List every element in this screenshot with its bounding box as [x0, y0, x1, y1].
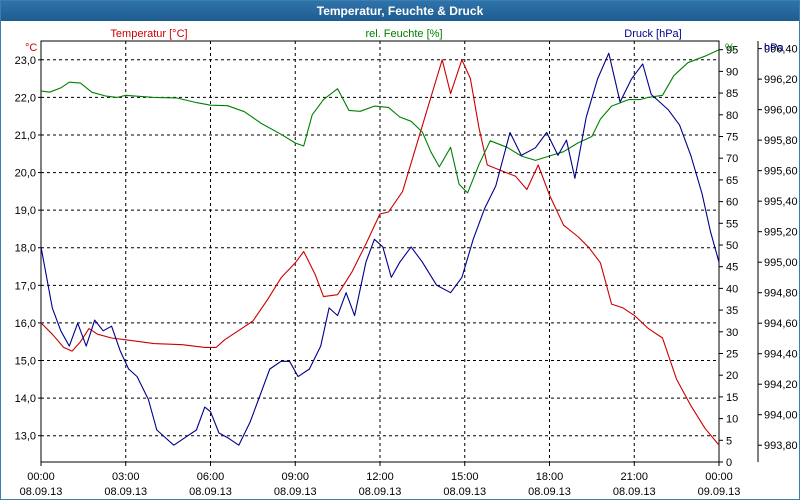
pressure-tick-label: 993,80: [764, 440, 798, 452]
pressure-tick-label: 996,40: [764, 44, 798, 56]
humidity-tick-label: 80: [726, 110, 738, 122]
humidity-tick-label: 30: [726, 327, 738, 339]
x-tick-date-label: 09.09.13: [698, 486, 741, 498]
temperature-tick-label: 22,0: [15, 92, 36, 104]
humidity-tick-label: 75: [726, 131, 738, 143]
pressure-tick-label: 994,60: [764, 318, 798, 330]
x-tick-date-label: 08.09.13: [20, 486, 63, 498]
temperature-tick-label: 17,0: [15, 280, 36, 292]
x-tick-time-label: 21:00: [620, 471, 648, 483]
temperature-series-line: [40, 59, 720, 446]
humidity-tick-label: 90: [726, 66, 738, 78]
temperature-tick-label: 18,0: [15, 243, 36, 255]
temperature-tick-label: 16,0: [15, 318, 36, 330]
pressure-tick-label: 996,00: [764, 105, 798, 117]
humidity-tick-label: 10: [726, 414, 738, 426]
pressure-tick-label: 994,20: [764, 379, 798, 391]
humidity-tick-label: 55: [726, 218, 738, 230]
pressure-series-line: [40, 52, 720, 446]
humidity-axis-title: rel. Feuchte [%]: [365, 28, 442, 40]
pressure-tick-label: 995,20: [764, 227, 798, 239]
x-tick-time-label: 12:00: [366, 471, 394, 483]
x-tick-time-label: 15:00: [451, 471, 479, 483]
x-tick-time-label: 18:00: [536, 471, 564, 483]
temperature-tick-label: 15,0: [15, 356, 36, 368]
humidity-tick-label: 5: [726, 435, 732, 447]
x-tick-date-label: 08.09.13: [359, 486, 402, 498]
humidity-tick-label: 15: [726, 392, 738, 404]
x-tick-date-label: 08.09.13: [104, 486, 147, 498]
window-title: Temperatur, Feuchte & Druck: [1, 1, 799, 21]
temperature-unit-label: °C: [25, 42, 37, 54]
pressure-tick-label: 995,40: [764, 196, 798, 208]
x-tick-date-label: 08.09.13: [189, 486, 232, 498]
pressure-tick-label: 995,80: [764, 135, 798, 147]
temperature-tick-label: 13,0: [15, 431, 36, 443]
pressure-unit-label: hPa: [764, 42, 784, 54]
x-tick-date-label: 08.09.13: [443, 486, 486, 498]
temperature-tick-label: 19,0: [15, 205, 36, 217]
humidity-tick-label: 25: [726, 348, 738, 360]
pressure-tick-label: 995,00: [764, 257, 798, 269]
humidity-tick-label: 70: [726, 153, 738, 165]
humidity-tick-label: 85: [726, 88, 738, 100]
x-tick-time-label: 03:00: [112, 471, 140, 483]
pressure-tick-label: 994,00: [764, 410, 798, 422]
pressure-tick-label: 996,20: [764, 74, 798, 86]
temperature-tick-label: 14,0: [15, 393, 36, 405]
temperature-axis-title: Temperatur [°C]: [110, 28, 187, 40]
humidity-tick-label: 45: [726, 262, 738, 274]
humidity-tick-label: 65: [726, 175, 738, 187]
humidity-tick-label: 40: [726, 283, 738, 295]
temperature-tick-label: 20,0: [15, 168, 36, 180]
pressure-axis-title: Druck [hPa]: [624, 28, 681, 40]
humidity-tick-label: 95: [726, 45, 738, 57]
x-tick-time-label: 09:00: [281, 471, 309, 483]
pressure-tick-label: 995,60: [764, 166, 798, 178]
x-tick-date-label: 08.09.13: [274, 486, 317, 498]
humidity-unit-label: %: [725, 42, 735, 54]
x-tick-time-label: 06:00: [197, 471, 225, 483]
pressure-tick-label: 994,40: [764, 349, 798, 361]
humidity-tick-label: 35: [726, 305, 738, 317]
humidity-tick-label: 0: [726, 457, 732, 469]
humidity-tick-label: 60: [726, 197, 738, 209]
pressure-tick-label: 994,80: [764, 288, 798, 300]
temperature-tick-label: 21,0: [15, 130, 36, 142]
x-tick-date-label: 08.09.13: [613, 486, 656, 498]
humidity-tick-label: 20: [726, 370, 738, 382]
x-tick-date-label: 08.09.13: [528, 486, 571, 498]
temperature-tick-label: 23,0: [15, 55, 36, 67]
x-tick-time-label: 00:00: [27, 471, 55, 483]
humidity-series-line: [40, 49, 720, 194]
x-tick-time-label: 00:00: [705, 471, 733, 483]
humidity-tick-label: 50: [726, 240, 738, 252]
